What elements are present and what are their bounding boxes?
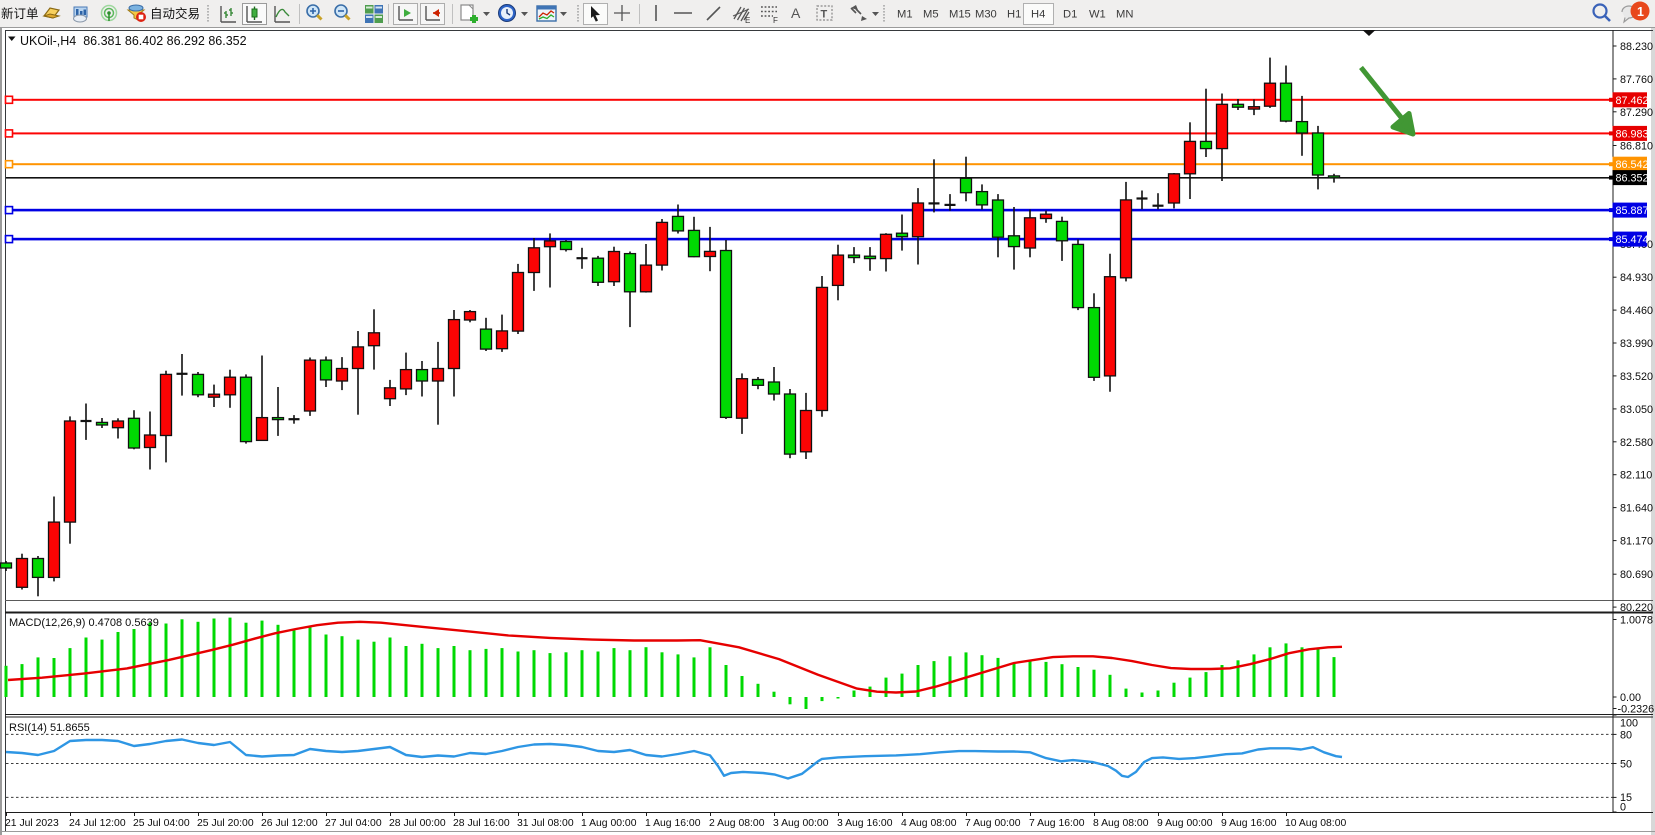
svg-text:86.352: 86.352 — [1616, 173, 1649, 185]
svg-text:84.930: 84.930 — [1620, 272, 1653, 284]
svg-text:28 Jul 00:00: 28 Jul 00:00 — [389, 818, 446, 829]
svg-text:新订单: 新订单 — [1, 6, 39, 21]
svg-text:87.462: 87.462 — [1616, 95, 1649, 107]
svg-text:3 Aug 16:00: 3 Aug 16:00 — [837, 818, 893, 829]
svg-text:88.230: 88.230 — [1620, 41, 1653, 53]
svg-text:H1: H1 — [1007, 9, 1021, 21]
svg-text:9 Aug 16:00: 9 Aug 16:00 — [1221, 818, 1277, 829]
svg-text:M15: M15 — [949, 9, 971, 21]
svg-text:T: T — [821, 9, 828, 21]
svg-text:31 Jul 08:00: 31 Jul 08:00 — [517, 818, 574, 829]
svg-text:100: 100 — [1620, 718, 1638, 730]
svg-text:80: 80 — [1620, 730, 1632, 742]
svg-text:83.050: 83.050 — [1620, 404, 1653, 416]
svg-text:10 Aug 08:00: 10 Aug 08:00 — [1285, 818, 1346, 829]
svg-text:86.542: 86.542 — [1616, 159, 1649, 171]
svg-text:83.990: 83.990 — [1620, 338, 1653, 350]
svg-text:3 Aug 00:00: 3 Aug 00:00 — [773, 818, 829, 829]
svg-text:80.220: 80.220 — [1620, 602, 1653, 614]
svg-text:7 Aug 00:00: 7 Aug 00:00 — [965, 818, 1021, 829]
svg-text:50: 50 — [1620, 759, 1632, 771]
svg-text:25 Jul 20:00: 25 Jul 20:00 — [197, 818, 254, 829]
svg-text:H4: H4 — [1031, 9, 1045, 21]
svg-text:82.110: 82.110 — [1620, 470, 1652, 482]
svg-text:E: E — [745, 16, 750, 25]
svg-text:15: 15 — [1620, 792, 1632, 804]
svg-text:1 Aug 00:00: 1 Aug 00:00 — [581, 818, 637, 829]
svg-text:W1: W1 — [1089, 9, 1106, 21]
svg-text:28 Jul 16:00: 28 Jul 16:00 — [453, 818, 510, 829]
svg-text:87.290: 87.290 — [1620, 107, 1653, 119]
svg-text:80.690: 80.690 — [1620, 569, 1653, 581]
svg-text:0: 0 — [1620, 802, 1626, 814]
svg-text:86.983: 86.983 — [1616, 128, 1649, 140]
svg-text:F: F — [773, 16, 778, 25]
svg-text:-0.2326: -0.2326 — [1618, 704, 1655, 716]
svg-text:1 Aug 16:00: 1 Aug 16:00 — [645, 818, 701, 829]
svg-text:27 Jul 04:00: 27 Jul 04:00 — [325, 818, 382, 829]
svg-text:D1: D1 — [1063, 9, 1077, 21]
svg-text:21 Jul 2023: 21 Jul 2023 — [5, 818, 59, 829]
svg-text:2 Aug 08:00: 2 Aug 08:00 — [709, 818, 765, 829]
svg-text:RSI(14) 51.8655: RSI(14) 51.8655 — [9, 722, 90, 734]
svg-text:1.0078: 1.0078 — [1620, 615, 1653, 627]
svg-text:自动交易: 自动交易 — [150, 6, 200, 21]
svg-text:M1: M1 — [897, 9, 913, 21]
svg-text:M30: M30 — [975, 9, 997, 21]
svg-text:0.00: 0.00 — [1620, 692, 1641, 704]
svg-text:84.460: 84.460 — [1620, 305, 1653, 317]
svg-text:UKOil-,H4 86.381 86.402 86.29: UKOil-,H4 86.381 86.402 86.292 86.352 — [20, 34, 247, 48]
svg-text:MACD(12,26,9) 0.4708 0.5639: MACD(12,26,9) 0.4708 0.5639 — [9, 617, 159, 629]
svg-text:85.474: 85.474 — [1616, 234, 1649, 246]
svg-text:9 Aug 00:00: 9 Aug 00:00 — [1157, 818, 1213, 829]
svg-text:1: 1 — [1637, 5, 1644, 19]
svg-text:A: A — [791, 5, 801, 21]
svg-text:26 Jul 12:00: 26 Jul 12:00 — [261, 818, 318, 829]
svg-text:24 Jul 12:00: 24 Jul 12:00 — [69, 818, 126, 829]
svg-text:86.810: 86.810 — [1620, 141, 1653, 153]
svg-text:MN: MN — [1116, 9, 1133, 21]
svg-text:82.580: 82.580 — [1620, 437, 1653, 449]
svg-text:4 Aug 08:00: 4 Aug 08:00 — [901, 818, 957, 829]
svg-text:8 Aug 08:00: 8 Aug 08:00 — [1093, 818, 1149, 829]
svg-text:25 Jul 04:00: 25 Jul 04:00 — [133, 818, 190, 829]
svg-text:85.887: 85.887 — [1616, 205, 1649, 217]
svg-text:81.170: 81.170 — [1620, 536, 1653, 548]
svg-text:81.640: 81.640 — [1620, 503, 1653, 515]
svg-text:83.520: 83.520 — [1620, 371, 1653, 383]
svg-text:M5: M5 — [923, 9, 939, 21]
svg-text:87.760: 87.760 — [1620, 74, 1653, 86]
svg-text:7 Aug 16:00: 7 Aug 16:00 — [1029, 818, 1085, 829]
